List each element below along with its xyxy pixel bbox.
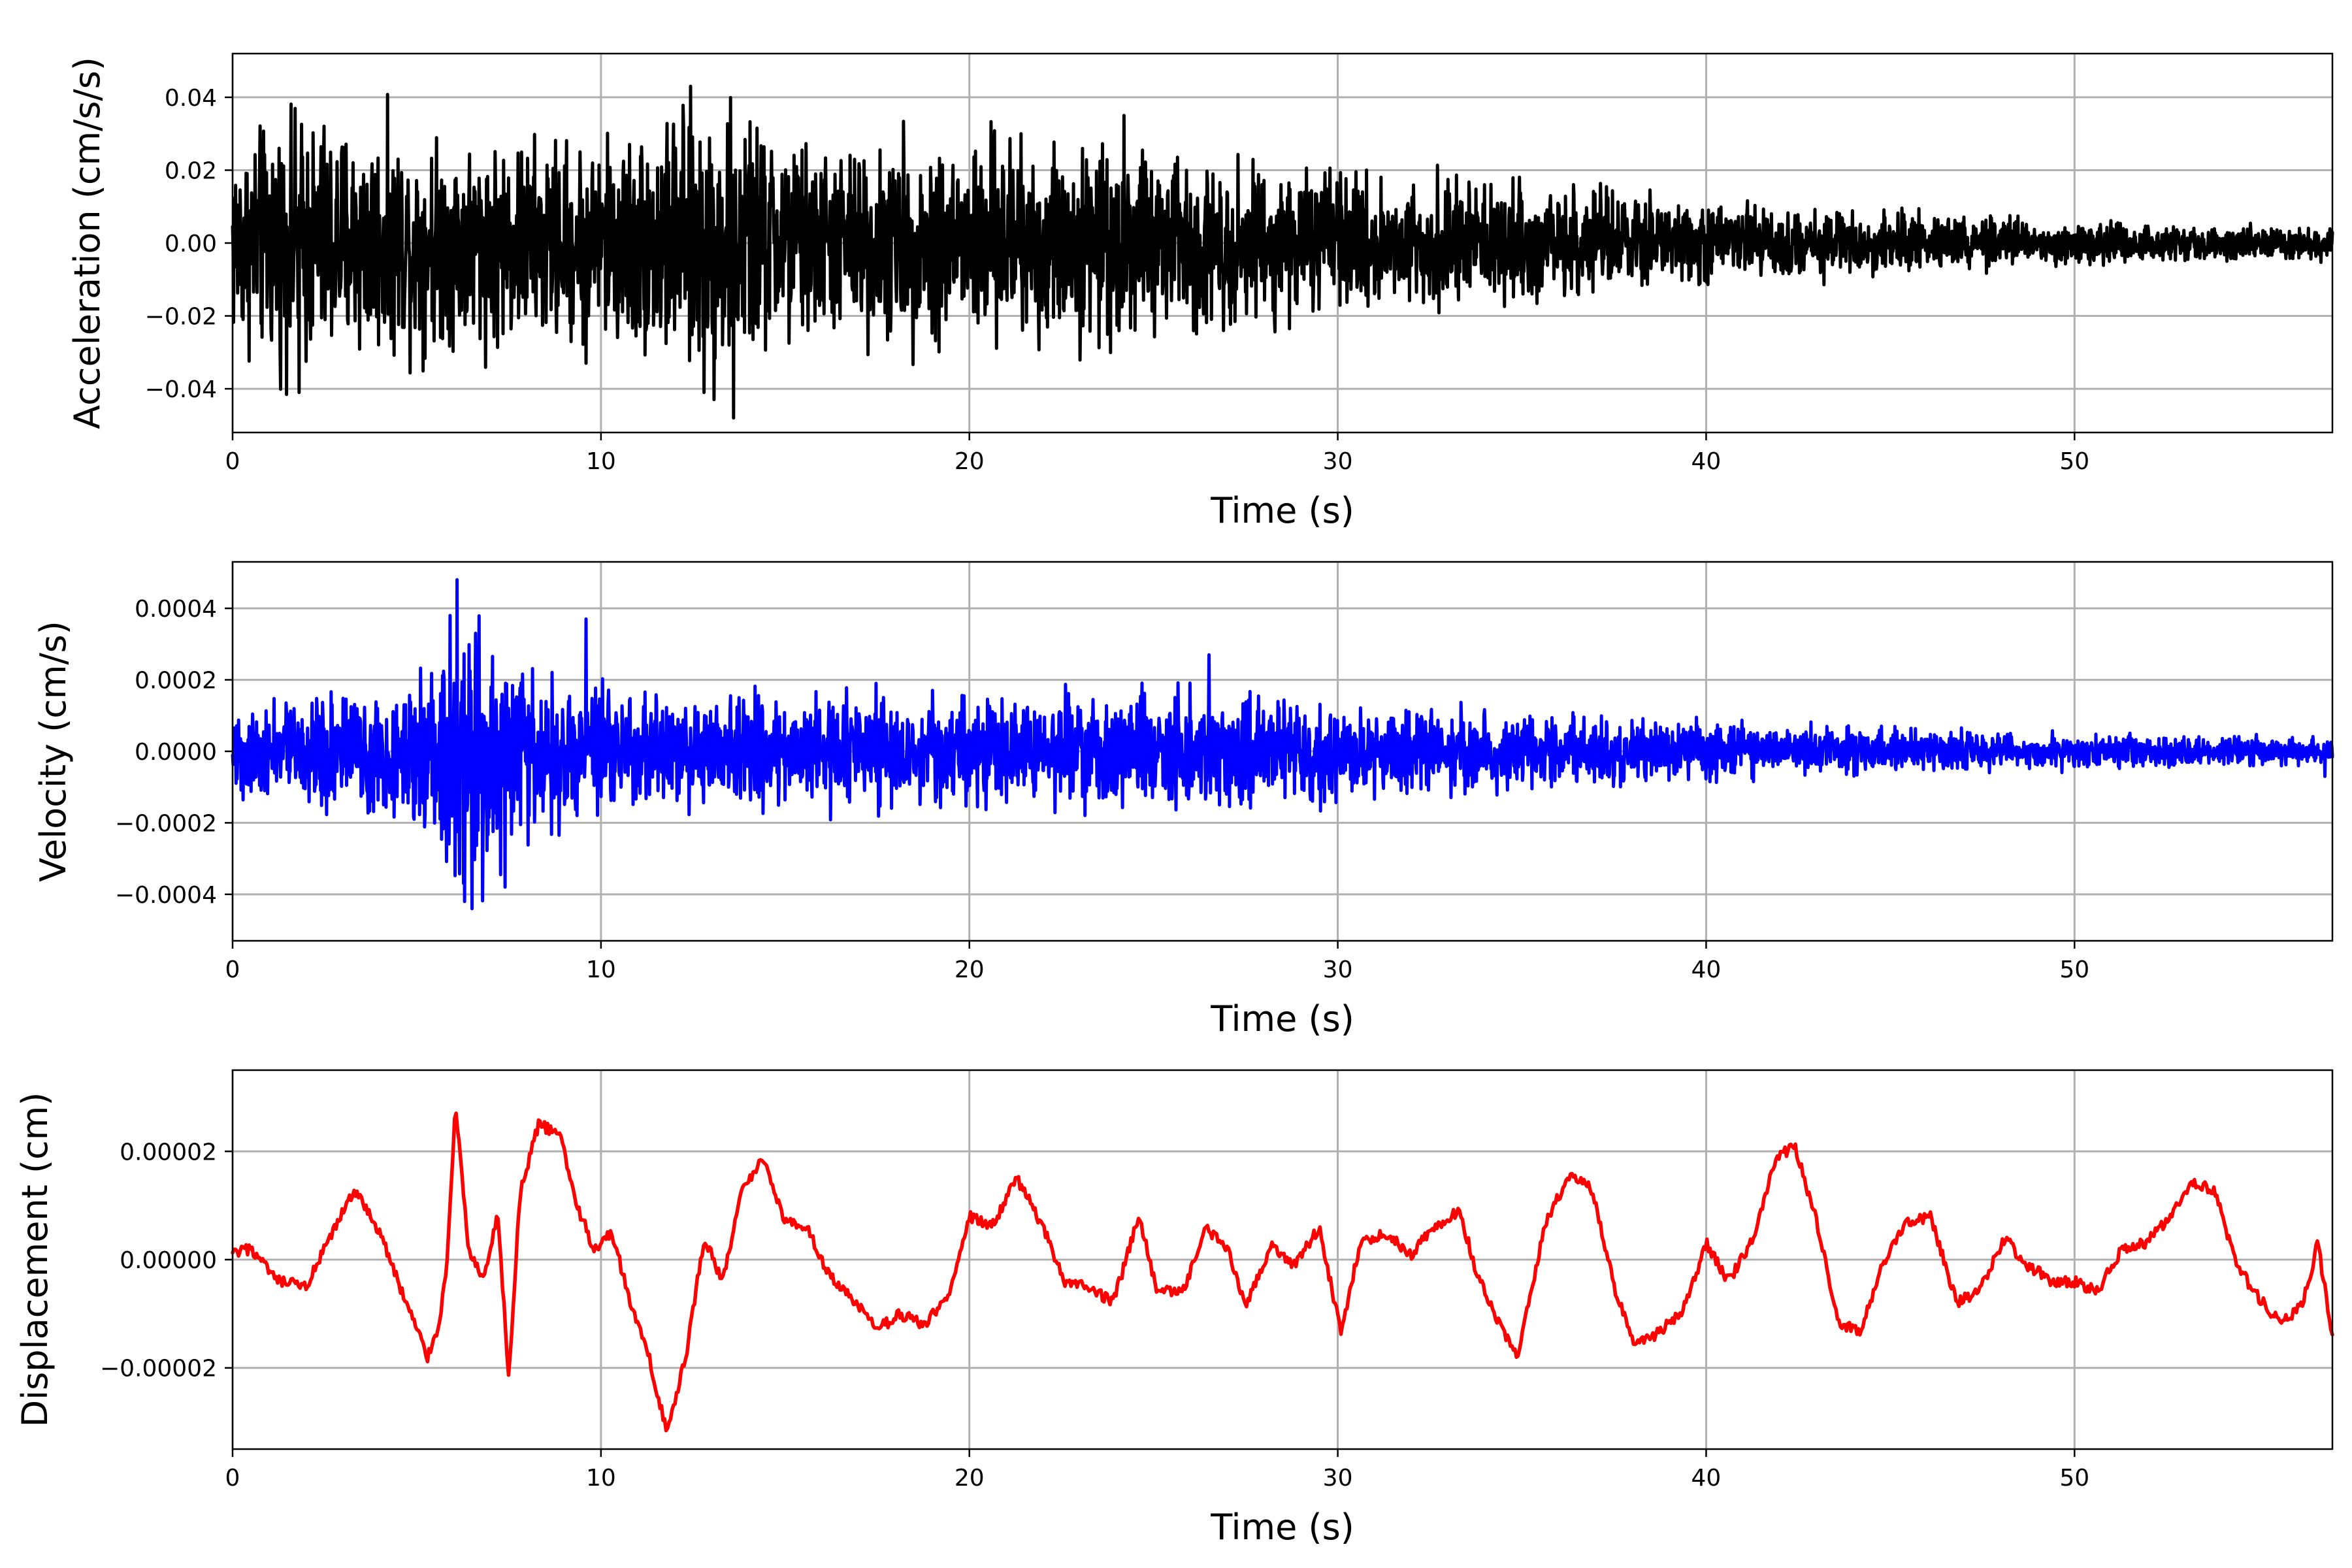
velocity-y-tick-label: −0.0002 (115, 810, 217, 837)
displacement-x-tick-label: 0 (225, 1465, 240, 1492)
displacement-x-axis-label: Time (s) (1210, 1507, 1354, 1548)
acceleration-y-tick-label: 0.04 (165, 85, 217, 112)
acceleration-x-axis-label: Time (s) (1210, 490, 1354, 531)
acceleration-x-tick-label: 0 (225, 448, 240, 475)
acceleration-x-tick-label: 50 (2059, 448, 2089, 475)
velocity-y-axis-label: Velocity (cm/s) (33, 621, 74, 882)
acceleration-y-tick-label: −0.04 (145, 376, 217, 403)
velocity-y-tick-label: −0.0004 (115, 882, 217, 909)
velocity-x-axis-label: Time (s) (1210, 998, 1354, 1039)
acceleration-y-tick-label: 0.02 (165, 157, 217, 184)
velocity-x-ticks: 0 10 20 30 40 50 (225, 941, 2089, 983)
acceleration-x-ticks: 0 10 20 30 40 50 (225, 433, 2089, 475)
velocity-series-line (231, 578, 2334, 911)
displacement-x-tick-label: 50 (2059, 1465, 2089, 1492)
displacement-x-ticks: 0 10 20 30 40 50 (225, 1449, 2089, 1492)
velocity-x-tick-label: 50 (2059, 956, 2089, 983)
displacement-y-tick-label: 0.00000 (120, 1247, 217, 1274)
displacement-y-axis-label: Displacement (cm) (14, 1092, 56, 1428)
velocity-y-tick-label: 0.0002 (135, 668, 217, 694)
acceleration-y-tick-label: 0.00 (165, 231, 217, 257)
acceleration-series-line (231, 84, 2334, 420)
displacement-y-ticks: −0.00002 0.00000 0.00002 (100, 1139, 233, 1382)
acceleration-y-ticks: −0.04 −0.02 0.00 0.02 0.04 (145, 85, 233, 403)
displacement-x-tick-label: 20 (955, 1465, 985, 1492)
velocity-x-tick-label: 0 (225, 956, 240, 983)
velocity-x-tick-label: 30 (1323, 956, 1353, 983)
velocity-panel: 0 10 20 30 40 50 −0.0004 −0.0002 0.0000 0.0002 0.… (33, 561, 2334, 1039)
velocity-y-tick-label: 0.0004 (135, 596, 217, 623)
acceleration-panel: 0 10 20 30 40 50 −0.04 −0.02 0.00 0.02 0.04 Time … (67, 52, 2334, 531)
displacement-x-tick-label: 10 (586, 1465, 616, 1492)
displacement-series-line (231, 1111, 2334, 1433)
displacement-y-tick-label: −0.00002 (100, 1356, 217, 1382)
acceleration-x-tick-label: 40 (1691, 448, 1722, 475)
displacement-panel: 0 10 20 30 40 50 −0.00002 0.00000 0.00002 Time … (14, 1069, 2334, 1548)
acceleration-y-axis-label: Acceleration (cm/s/s) (67, 57, 108, 429)
displacement-x-tick-label: 30 (1323, 1465, 1353, 1492)
acceleration-y-tick-label: −0.02 (145, 304, 217, 331)
velocity-y-ticks: −0.0004 −0.0002 0.0000 0.0002 0.0004 (115, 596, 233, 909)
velocity-x-tick-label: 40 (1691, 956, 1722, 983)
displacement-x-tick-label: 40 (1691, 1465, 1722, 1492)
displacement-y-tick-label: 0.00002 (120, 1139, 217, 1166)
acceleration-x-tick-label: 20 (955, 448, 985, 475)
acceleration-x-tick-label: 10 (586, 448, 616, 475)
velocity-x-tick-label: 10 (586, 956, 616, 983)
acceleration-x-tick-label: 30 (1323, 448, 1353, 475)
velocity-x-tick-label: 20 (955, 956, 985, 983)
velocity-y-tick-label: 0.0000 (135, 739, 217, 766)
